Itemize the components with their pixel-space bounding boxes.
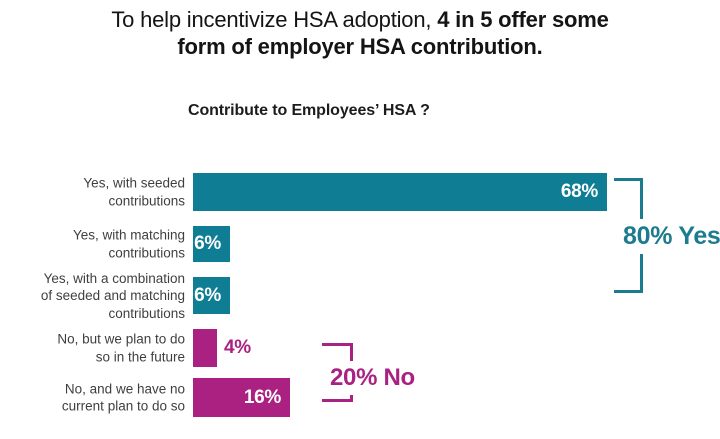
- bar-row: Yes, with a combination of seeded and ma…: [0, 270, 720, 320]
- category-label: No, but we plan to do so in the future: [57, 331, 185, 365]
- page-title: To help incentivize HSA adoption, 4 in 5…: [10, 6, 710, 60]
- value-label: 6%: [194, 233, 221, 254]
- bar: 68%: [193, 173, 607, 211]
- value-label: 16%: [243, 386, 281, 408]
- bar-row: No, but we plan to do so in the future 4%: [0, 329, 720, 367]
- no-total-label: 20% No: [328, 361, 417, 395]
- title-bold-part-line2: form of employer HSA contribution.: [177, 34, 543, 59]
- bar-row: No, and we have no current plan to do so…: [0, 378, 720, 417]
- bar-chart: 80% Yes 20% No Yes, with seeded contribu…: [0, 173, 720, 439]
- yes-total-label: 80% Yes: [621, 219, 720, 254]
- category-label: Yes, with matching contributions: [72, 227, 185, 261]
- bar-row: Yes, with matching contributions 6%: [0, 226, 720, 262]
- bar-row: Yes, with seeded contributions 68%: [0, 173, 720, 211]
- bar: 6%: [193, 277, 230, 314]
- value-label: 68%: [560, 181, 598, 202]
- bar: [193, 329, 217, 367]
- bar: 16%: [193, 378, 290, 417]
- chart-subtitle: Contribute to Employees’ HSA ?: [188, 102, 430, 119]
- category-label: Yes, with seeded contributions: [83, 175, 185, 209]
- title-regular-part: To help incentivize HSA adoption,: [111, 7, 438, 32]
- category-label: No, and we have no current plan to do so: [61, 381, 185, 414]
- category-label: Yes, with a combination of seeded and ma…: [40, 270, 185, 321]
- value-label: 4%: [224, 337, 251, 358]
- bar: 6%: [193, 226, 230, 262]
- value-label: 6%: [194, 284, 221, 306]
- title-bold-part-line1: 4 in 5 offer some: [437, 7, 609, 32]
